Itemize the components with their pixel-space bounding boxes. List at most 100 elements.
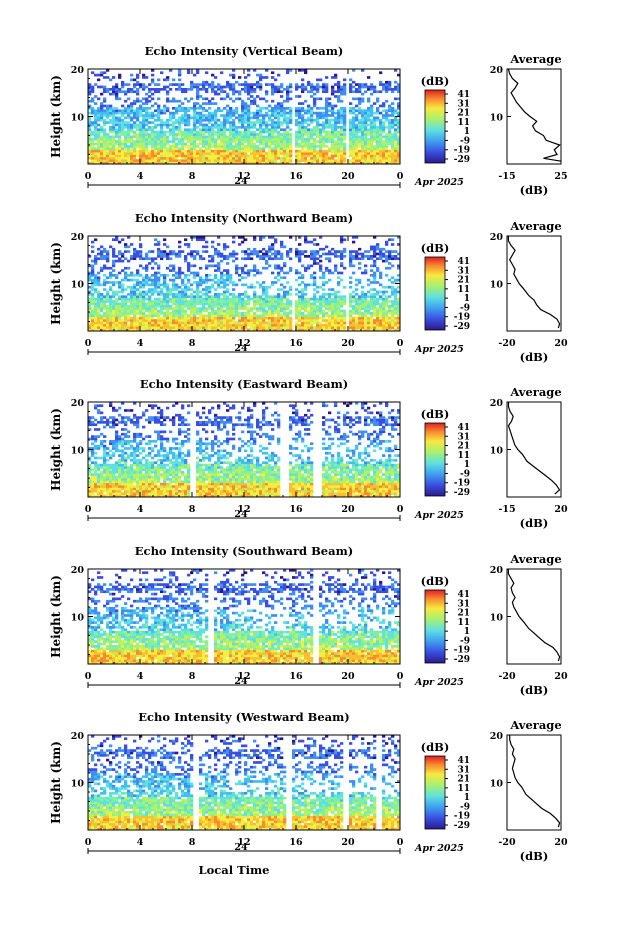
heatmap-cell [355, 328, 359, 332]
heatmap-cell [376, 243, 380, 246]
heatmap-cell [349, 142, 353, 146]
heatmap-cell [100, 323, 104, 327]
heatmap-cell [259, 123, 263, 127]
heatmap-cell [217, 123, 221, 127]
heatmap-cell [337, 95, 341, 98]
heatmap-cell [163, 307, 167, 310]
heatmap-cell [136, 109, 140, 113]
heatmap-cell [139, 142, 143, 146]
heatmap-cell [358, 307, 362, 310]
heatmap-cell [172, 156, 176, 160]
heatmap-cell [208, 328, 212, 332]
heatmap-cell [331, 302, 335, 306]
heatmap-cell [361, 285, 365, 289]
heatmap-cell [103, 266, 107, 270]
heatmap-cell [127, 97, 131, 101]
heatmap-cell [217, 314, 221, 318]
heatmap-cell [154, 319, 158, 322]
heatmap-cell [322, 271, 326, 275]
heatmap-cell [214, 147, 218, 151]
heatmap-cell [172, 321, 176, 325]
heatmap-cell [373, 135, 377, 139]
heatmap-cell [127, 149, 131, 153]
heatmap-cell [139, 250, 143, 253]
heatmap-cell [109, 266, 113, 270]
heatmap-cell [280, 302, 284, 306]
heatmap-cell [241, 312, 245, 315]
heatmap-cell [367, 255, 371, 258]
heatmap-cell [241, 302, 245, 306]
heatmap-cell [349, 262, 353, 265]
heatmap-cell [145, 307, 149, 310]
heatmap-cell [253, 152, 257, 155]
heatmap-cell [277, 90, 281, 94]
heatmap-cell [310, 116, 314, 120]
heatmap-cell [178, 250, 182, 253]
heatmap-cell [103, 300, 107, 303]
heatmap-cell [208, 156, 212, 160]
heatmap-cell [208, 152, 212, 155]
heatmap-cell [166, 152, 170, 155]
heatmap-cell [262, 154, 266, 158]
heatmap-cell [97, 302, 101, 306]
heatmap-cell [184, 285, 188, 289]
heatmap-cell [256, 271, 260, 275]
heatmap-cell [211, 328, 215, 332]
heatmap-cell [259, 135, 263, 139]
heatmap-cell [373, 307, 377, 310]
heatmap-cell [196, 328, 200, 332]
heatmap-cell [187, 121, 191, 124]
heatmap-cell [133, 323, 137, 327]
heatmap-cell [94, 309, 98, 313]
heatmap-cell [184, 323, 188, 327]
heatmap-cell [265, 321, 269, 325]
heatmap-cell [334, 323, 338, 327]
heatmap-cell [394, 116, 398, 120]
heatmap-cell [382, 140, 386, 143]
heatmap-cell [139, 293, 143, 296]
heatmap-cell [319, 130, 323, 134]
heatmap-cell [349, 295, 353, 299]
heatmap-cell [124, 161, 128, 165]
heatmap-cell [376, 247, 380, 251]
heatmap-cell [175, 283, 179, 287]
heatmap-cell [127, 111, 131, 115]
heatmap-cell [205, 326, 209, 329]
heatmap-cell [298, 126, 302, 129]
heatmap-cell [328, 297, 332, 301]
heatmap-cell [310, 321, 314, 325]
heatmap-cell [148, 290, 152, 294]
heatmap-cell [238, 156, 242, 160]
heatmap-cell [91, 145, 95, 148]
heatmap-cell [148, 83, 152, 86]
heatmap-cell [142, 88, 146, 91]
heatmap-cell [157, 302, 161, 306]
heatmap-cell [265, 90, 269, 94]
heatmap-cell [196, 90, 200, 94]
heatmap-cell [259, 133, 263, 136]
heatmap-cell [148, 161, 152, 165]
heatmap-cell [133, 328, 137, 332]
heatmap-cell [295, 250, 299, 253]
heatmap-cell [130, 285, 134, 289]
heatmap-cell [118, 302, 122, 306]
heatmap-cell [205, 281, 209, 284]
heatmap-cell [283, 118, 287, 122]
heatmap-cell [154, 90, 158, 94]
heatmap-cell [184, 309, 188, 313]
heatmap-cell [151, 302, 155, 306]
heatmap-cell [364, 156, 368, 160]
heatmap-cell [121, 111, 125, 115]
heatmap-cell [241, 321, 245, 325]
heatmap-cell [118, 111, 122, 115]
heatmap-cell [211, 90, 215, 94]
heatmap-cell [121, 309, 125, 313]
heatmap-cell [157, 243, 161, 246]
heatmap-cell [178, 130, 182, 134]
heatmap-cell [175, 145, 179, 148]
heatmap-cell [196, 69, 200, 72]
heatmap-cell [325, 126, 329, 129]
heatmap-cell [382, 121, 386, 124]
heatmap-cell [298, 121, 302, 124]
heatmap-cell [163, 285, 167, 289]
